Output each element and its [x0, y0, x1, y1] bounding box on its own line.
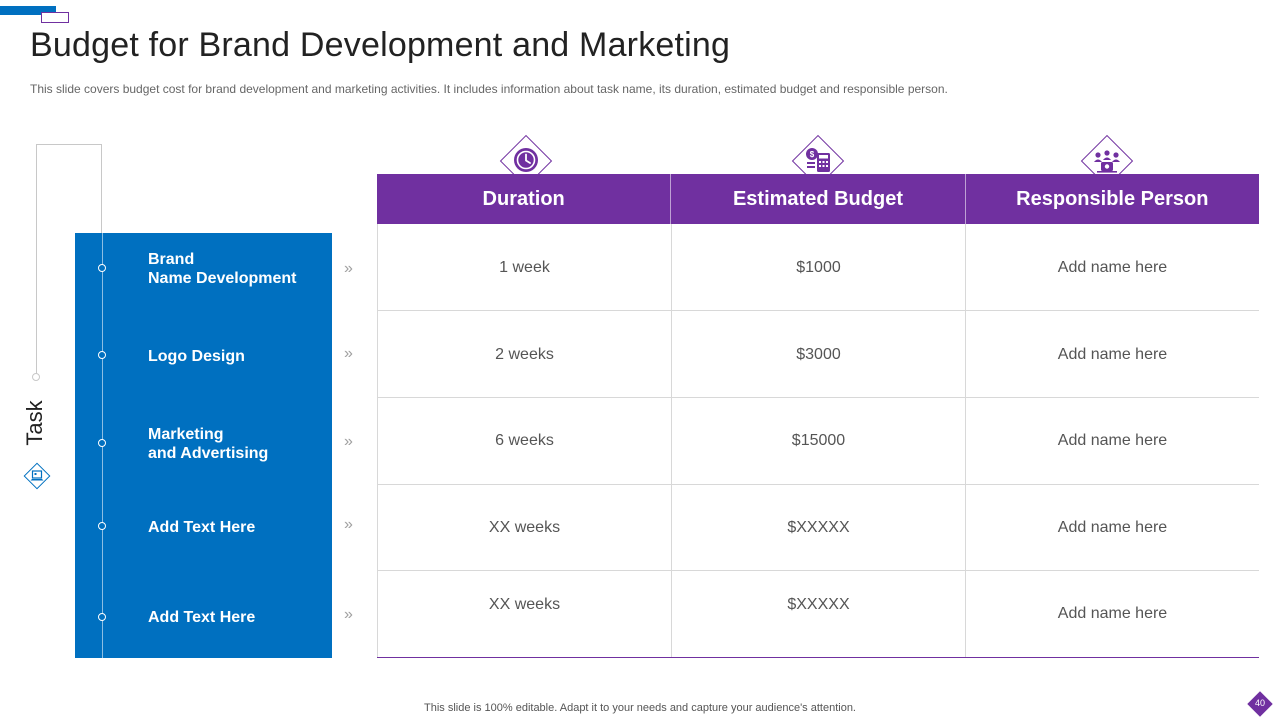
task-item-line: Add Text Here: [148, 519, 256, 536]
timeline-node: [98, 351, 106, 359]
table-row: 1 week $1000 Add name here: [377, 224, 1259, 311]
chevron-right-icon: »: [344, 516, 353, 533]
cell-text: XX weeks: [488, 519, 561, 536]
timeline-node: [98, 264, 106, 272]
slide-footer: This slide is 100% editable. Adapt it to…: [424, 702, 856, 714]
task-item-add-text-2: Add Text Here: [148, 608, 255, 627]
cell-text: XX weeks: [488, 596, 561, 613]
task-outline-dot: [32, 373, 40, 381]
page-number-badge: 40: [1246, 690, 1274, 718]
task-list-panel: [75, 233, 332, 658]
chevron-right-icon: »: [344, 345, 353, 362]
task-item-line: Brand: [148, 251, 195, 268]
slide-subtitle: This slide covers budget cost for brand …: [30, 82, 948, 96]
chevron-right-icon: »: [344, 260, 353, 277]
cell-person: Add name here: [965, 571, 1259, 657]
header-estimated-budget: Estimated Budget: [670, 174, 964, 224]
chevron-right-icon: »: [344, 606, 353, 623]
task-item-line: Logo Design: [148, 348, 245, 365]
cell-person: Add name here: [965, 485, 1259, 570]
cell-text: Add name here: [1057, 519, 1168, 536]
cell-budget: $XXXXX: [671, 571, 965, 657]
cell-text: 6 weeks: [495, 432, 554, 449]
task-item-add-text-1: Add Text Here: [148, 518, 255, 537]
cell-text: Add name here: [1057, 346, 1168, 363]
diamond-badge-icon: [1247, 691, 1273, 717]
cell-text: $XXXXX: [787, 596, 850, 613]
table-row: 2 weeks $3000 Add name here: [377, 311, 1259, 398]
task-item-logo: Logo Design: [148, 347, 245, 366]
cell-budget: $3000: [671, 311, 965, 397]
task-item-line: Name Development: [148, 270, 297, 287]
clock-icon: [499, 134, 553, 188]
chevron-right-icon: »: [344, 433, 353, 450]
cell-text: $3000: [796, 346, 841, 363]
task-axis-label: Task: [22, 400, 47, 446]
timeline-node: [98, 439, 106, 447]
cell-text: Add name here: [1057, 605, 1168, 622]
cell-text: $1000: [796, 259, 841, 276]
cell-text: Add name here: [1057, 432, 1168, 449]
cell-text: 1 week: [499, 259, 550, 276]
laptop-icon: [23, 462, 51, 490]
cell-duration: 6 weeks: [377, 398, 671, 484]
cell-budget: $1000: [671, 224, 965, 310]
budget-table-body: 1 week $1000 Add name here 2 weeks $3000…: [377, 224, 1259, 658]
team-icon: [1080, 134, 1134, 188]
task-icon-badge: [22, 461, 52, 491]
cell-text: Add name here: [1057, 259, 1168, 276]
task-item-line: and Advertising: [148, 445, 269, 462]
task-item-line: Add Text Here: [148, 609, 256, 626]
cell-text: 2 weeks: [495, 346, 554, 363]
table-row: 6 weeks $15000 Add name here: [377, 398, 1259, 485]
cell-duration: XX weeks: [377, 571, 671, 657]
cell-person: Add name here: [965, 398, 1259, 484]
cell-person: Add name here: [965, 224, 1259, 310]
task-item-marketing: Marketing and Advertising: [148, 425, 268, 463]
budget-calculator-icon: $: [791, 134, 845, 188]
cell-duration: 2 weeks: [377, 311, 671, 397]
cell-budget: $XXXXX: [671, 485, 965, 570]
corner-accent-box: [41, 12, 69, 23]
cell-text: $XXXXX: [787, 519, 850, 536]
cell-text: $15000: [791, 432, 846, 449]
corner-accent-bar: [0, 6, 56, 15]
task-item-line: Marketing: [148, 426, 224, 443]
cell-budget: $15000: [671, 398, 965, 484]
table-row: XX weeks $XXXXX Add name here: [377, 571, 1259, 658]
header-responsible-person: Responsible Person: [964, 174, 1259, 224]
header-duration: Duration: [482, 187, 565, 210]
page-number: 40: [1254, 698, 1265, 708]
cell-duration: 1 week: [377, 224, 671, 310]
slide-title: Budget for Brand Development and Marketi…: [30, 26, 731, 64]
svg-text:$: $: [810, 150, 815, 159]
task-item-brand: Brand Name Development: [148, 250, 297, 288]
cell-duration: XX weeks: [377, 485, 671, 570]
timeline-node: [98, 613, 106, 621]
timeline-node: [98, 522, 106, 530]
cell-person: Add name here: [965, 311, 1259, 397]
table-row: XX weeks $XXXXX Add name here: [377, 485, 1259, 571]
budget-table-header: Duration Estimated Budget Responsible Pe…: [377, 174, 1259, 224]
